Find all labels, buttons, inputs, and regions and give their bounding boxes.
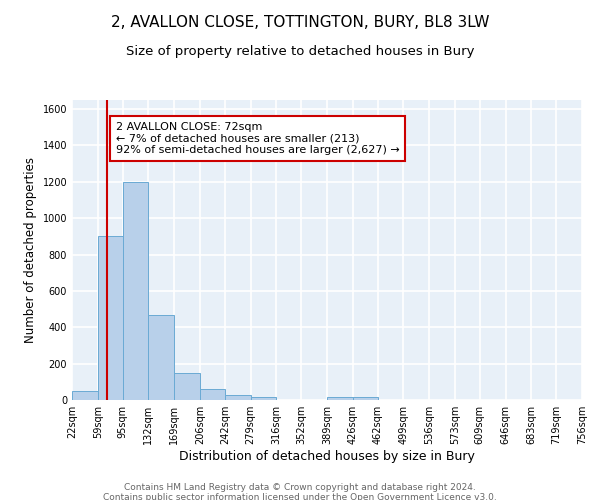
Bar [174, 372, 200, 400]
Bar [225, 394, 251, 400]
Text: 2, AVALLON CLOSE, TOTTINGTON, BURY, BL8 3LW: 2, AVALLON CLOSE, TOTTINGTON, BURY, BL8 … [111, 15, 489, 30]
Text: 2 AVALLON CLOSE: 72sqm
← 7% of detached houses are smaller (213)
92% of semi-det: 2 AVALLON CLOSE: 72sqm ← 7% of detached … [116, 122, 400, 155]
Bar [123, 182, 148, 400]
Text: Contains public sector information licensed under the Open Government Licence v3: Contains public sector information licen… [103, 492, 497, 500]
Y-axis label: Number of detached properties: Number of detached properties [24, 157, 37, 343]
Bar [200, 389, 225, 400]
Bar [353, 398, 378, 400]
Text: Contains HM Land Registry data © Crown copyright and database right 2024.: Contains HM Land Registry data © Crown c… [124, 482, 476, 492]
Bar [327, 398, 353, 400]
Bar [251, 398, 276, 400]
X-axis label: Distribution of detached houses by size in Bury: Distribution of detached houses by size … [179, 450, 475, 463]
Bar [72, 391, 98, 400]
Text: Size of property relative to detached houses in Bury: Size of property relative to detached ho… [126, 45, 474, 58]
Bar [148, 314, 174, 400]
Bar [98, 236, 123, 400]
